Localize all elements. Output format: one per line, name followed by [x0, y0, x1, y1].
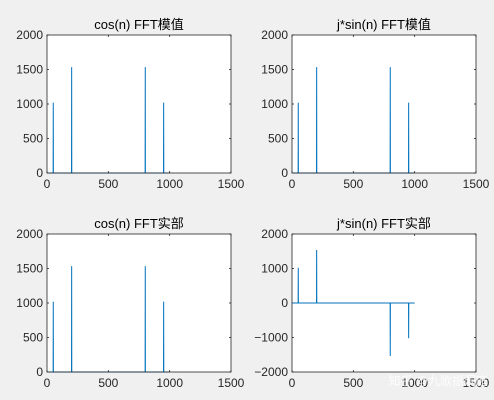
x-tick-label: 500 [98, 177, 118, 191]
y-tick-label: 2000 [16, 227, 43, 241]
watermark: 知乎 @九歌振洞庭 [388, 373, 488, 388]
subplot-cos-real: 0 500 1000 1500 0 500 1000 1500 2000 cos(n) FFT实部 [16, 216, 244, 390]
y-tick-label: 0 [36, 166, 43, 180]
subplot-jsin-real: 0 500 1000 1500 −2000 −1000 0 1000 2000 j*sin(n) … [254, 216, 489, 390]
subplot-title: cos(n) FFT实部 [94, 216, 184, 231]
x-tick-label: 500 [343, 177, 363, 191]
subplot-jsin-magnitude: 0 500 1000 1500 0 500 1000 1500 2000 j*sin(n) FFT… [261, 17, 489, 191]
x-tick-label: 0 [289, 376, 296, 390]
y-tick-label: 1500 [261, 63, 288, 77]
x-tick-label: 1000 [401, 177, 428, 191]
y-tick-label: 500 [268, 132, 288, 146]
y-tick-label: 2000 [261, 28, 288, 42]
x-tick-label: 1500 [463, 376, 490, 390]
x-tick-label: 1500 [218, 376, 245, 390]
plot-area [292, 35, 476, 173]
y-tick-label: 0 [281, 166, 288, 180]
y-tick-label: 1000 [261, 97, 288, 111]
y-tick-label: 500 [23, 331, 43, 345]
y-tick-label: 500 [23, 132, 43, 146]
y-tick-label: 1000 [16, 97, 43, 111]
subplot-cos-magnitude: 0 500 1000 1500 0 500 1000 1500 2000 cos(n) FFT模值 [16, 17, 244, 191]
subplot-title: cos(n) FFT模值 [94, 17, 184, 32]
plot-area [47, 35, 231, 173]
subplot-title: j*sin(n) FFT实部 [336, 216, 431, 231]
y-tick-label: 1000 [261, 262, 288, 276]
y-tick-label: −1000 [254, 331, 288, 345]
x-tick-label: 500 [98, 376, 118, 390]
axes-frame [46, 34, 232, 174]
y-tick-label: 0 [36, 365, 43, 379]
y-tick-label: 1500 [16, 262, 43, 276]
data-series-line [292, 250, 415, 356]
axes-frame [291, 233, 477, 373]
x-tick-label: 1500 [218, 177, 245, 191]
axes-frame [46, 233, 232, 373]
x-tick-label: 0 [289, 177, 296, 191]
x-tick-label: 0 [44, 177, 51, 191]
x-tick-label: 1000 [156, 177, 183, 191]
y-tick-label: 2000 [261, 227, 288, 241]
x-tick-label: 1000 [156, 376, 183, 390]
x-tick-label: 500 [343, 376, 363, 390]
y-tick-label: −2000 [254, 365, 288, 379]
y-tick-label: 2000 [16, 28, 43, 42]
x-tick-label: 1000 [401, 376, 428, 390]
y-tick-label: 1500 [16, 63, 43, 77]
y-tick-label: 1000 [16, 296, 43, 310]
y-tick-label: 0 [281, 296, 288, 310]
plot-area [47, 234, 231, 372]
x-tick-label: 0 [44, 376, 51, 390]
subplot-title: j*sin(n) FFT模值 [336, 17, 431, 32]
x-tick-label: 1500 [463, 177, 490, 191]
axes-frame [291, 34, 477, 174]
